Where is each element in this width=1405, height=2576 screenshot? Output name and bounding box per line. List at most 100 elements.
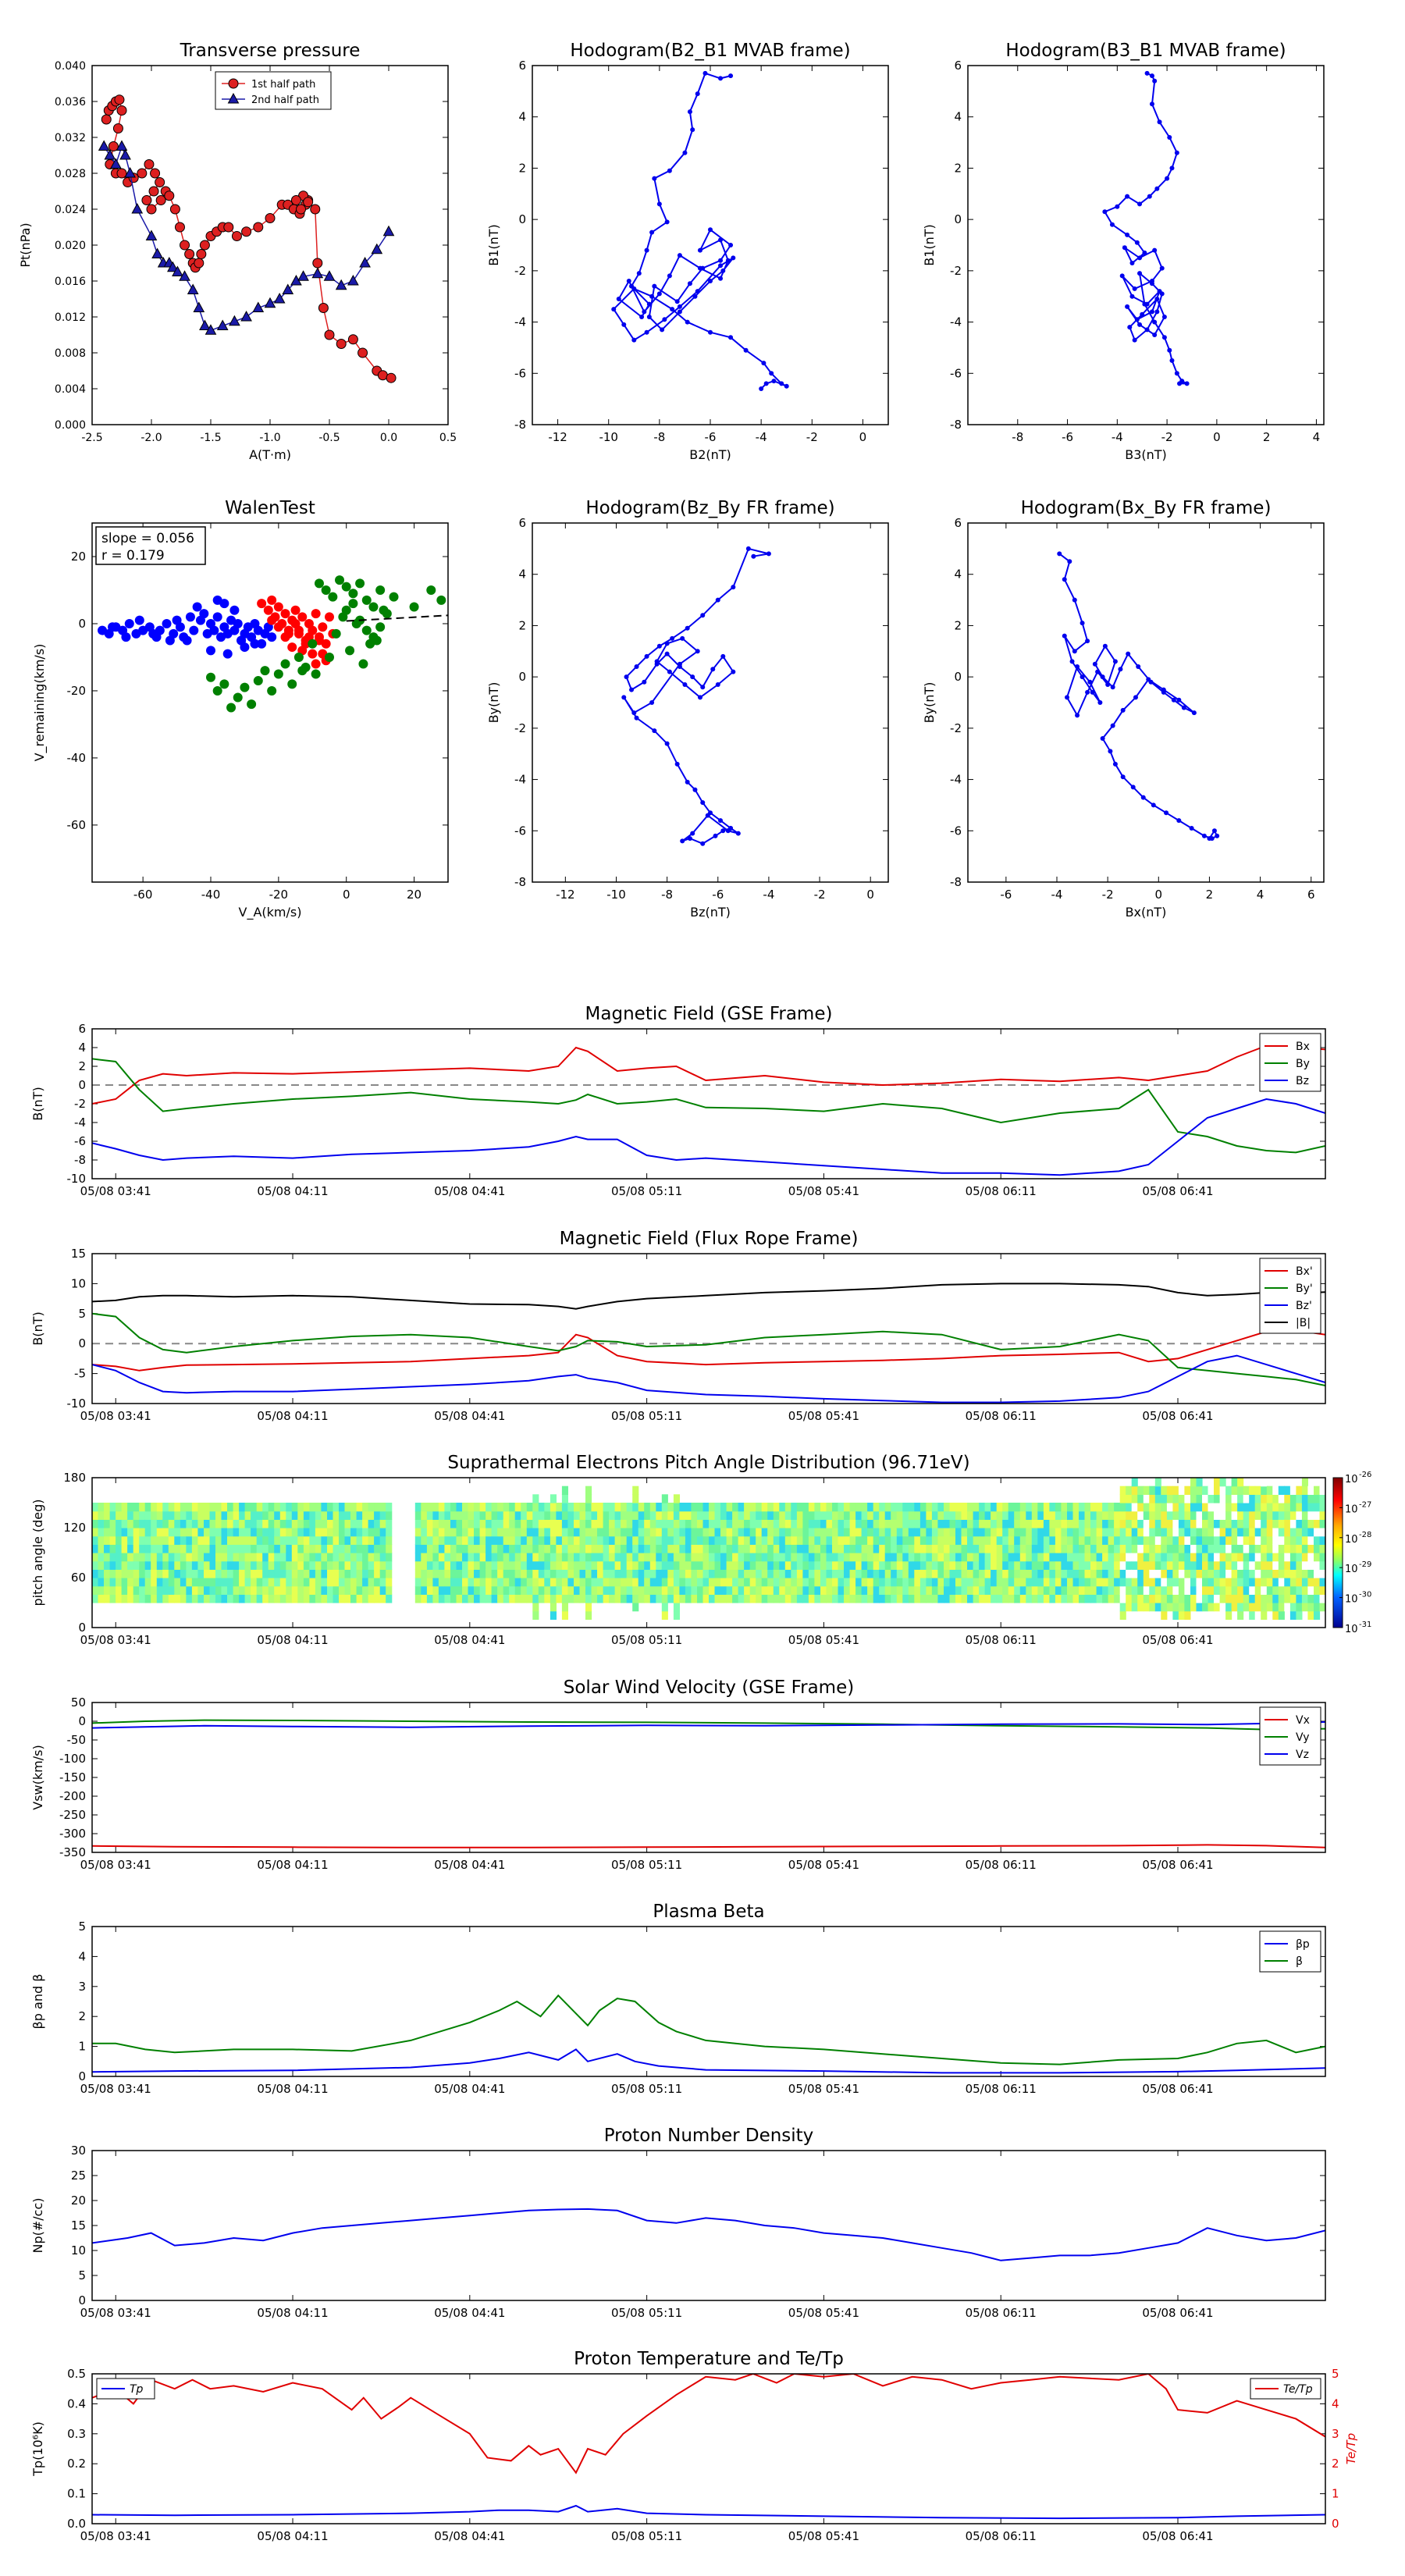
heatmap-cell: [174, 1519, 181, 1528]
heatmap-cell: [168, 1594, 175, 1603]
x-tick-label: 2: [1206, 888, 1214, 902]
y-tick-label: 0: [78, 617, 86, 631]
heatmap-cell: [749, 1594, 756, 1603]
heatmap-cell: [714, 1510, 721, 1520]
heatmap-cell: [1190, 1544, 1197, 1553]
heatmap-cell: [944, 1553, 951, 1562]
data-point: [725, 258, 731, 263]
data-point: [314, 578, 324, 589]
data-point: [223, 222, 234, 233]
heatmap-cell: [902, 1519, 909, 1528]
heatmap-cell: [603, 1553, 610, 1562]
heatmap-cell: [251, 1569, 258, 1578]
chart-pad: Suprathermal Electrons Pitch Angle Distr…: [30, 1453, 1371, 1647]
heatmap-cell: [450, 1578, 457, 1587]
heatmap-cell: [744, 1560, 751, 1570]
heatmap-cell: [1284, 1585, 1291, 1595]
heatmap-cell: [327, 1510, 334, 1520]
heatmap-cell: [291, 1510, 298, 1520]
heatmap-cell: [944, 1594, 951, 1603]
heatmap-cell: [1119, 1535, 1126, 1545]
heatmap-cell: [1055, 1569, 1062, 1578]
data-point: [626, 279, 631, 283]
heatmap-cell: [1284, 1519, 1291, 1528]
data-point: [180, 240, 190, 251]
heatmap-cell: [697, 1510, 704, 1520]
heatmap-cell: [350, 1578, 357, 1587]
plot-frame: [967, 522, 1325, 883]
heatmap-cell: [538, 1544, 545, 1553]
heatmap-cell: [444, 1503, 451, 1512]
heatmap-cell: [268, 1578, 275, 1587]
x-tick-label: 05/08 05:11: [611, 1184, 682, 1198]
x-tick-label: -6: [1062, 430, 1073, 444]
data-point: [634, 664, 639, 669]
heatmap-cell: [638, 1569, 645, 1578]
heatmap-cell: [1031, 1503, 1038, 1512]
heatmap-cell: [814, 1503, 821, 1512]
heatmap-cell: [191, 1578, 198, 1587]
heatmap-cell: [291, 1578, 298, 1587]
heatmap-cell: [550, 1578, 557, 1587]
heatmap-cell: [1225, 1494, 1232, 1503]
heatmap-cell: [486, 1544, 493, 1553]
y-right-tick-label: 0: [1332, 2517, 1339, 2531]
y-tick-label: -6: [74, 1134, 86, 1148]
heatmap-cell: [820, 1569, 827, 1578]
heatmap-cell: [116, 1544, 123, 1553]
heatmap-cell: [667, 1560, 674, 1570]
heatmap-cell: [1243, 1528, 1250, 1537]
heatmap-cell: [1237, 1569, 1244, 1578]
heatmap-cell: [1184, 1585, 1191, 1595]
heatmap-cell: [638, 1544, 645, 1553]
heatmap-cell: [814, 1510, 821, 1520]
heatmap-cell: [1031, 1519, 1038, 1528]
heatmap-cell: [168, 1528, 175, 1537]
heatmap-cell: [279, 1594, 286, 1603]
heatmap-cell: [1026, 1585, 1033, 1595]
heatmap-cell: [808, 1503, 815, 1512]
heatmap-cell: [567, 1519, 574, 1528]
heatmap-cell: [1178, 1544, 1185, 1553]
heatmap-cell: [931, 1569, 938, 1578]
heatmap-cell: [479, 1569, 486, 1578]
heatmap-cell: [133, 1569, 140, 1578]
heatmap-cell: [1131, 1478, 1138, 1487]
x-tick-label: -12: [548, 430, 567, 444]
heatmap-cell: [891, 1510, 898, 1520]
heatmap-cell: [1026, 1578, 1033, 1587]
heatmap-cell: [1084, 1510, 1091, 1520]
data-point: [664, 741, 670, 746]
heatmap-cell: [444, 1594, 451, 1603]
data-point: [656, 643, 662, 649]
heatmap-cell: [996, 1535, 1003, 1545]
chart-title: Solar Wind Velocity (GSE Frame): [564, 1678, 854, 1698]
heatmap-cell: [362, 1553, 369, 1562]
heatmap-cell: [251, 1578, 258, 1587]
heatmap-cell: [556, 1585, 563, 1595]
data-point: [1167, 347, 1172, 353]
heatmap-cell: [127, 1553, 134, 1562]
x-tick-label: 05/08 06:41: [1142, 1858, 1213, 1872]
heatmap-cell: [1161, 1485, 1168, 1495]
heatmap-cell: [949, 1594, 956, 1603]
heatmap-cell: [1314, 1528, 1321, 1537]
heatmap-cell: [521, 1544, 528, 1553]
heatmap-cell: [538, 1503, 545, 1512]
heatmap-cell: [379, 1528, 386, 1537]
x-tick-label: 05/08 05:41: [788, 2082, 859, 2096]
heatmap-cell: [561, 1510, 568, 1520]
heatmap-cell: [1190, 1560, 1197, 1570]
data-point: [1097, 700, 1103, 705]
heatmap-cell: [1090, 1510, 1097, 1520]
data-point: [252, 301, 265, 312]
heatmap-cell: [791, 1594, 798, 1603]
heatmap-cell: [1190, 1494, 1197, 1503]
heatmap-cell: [1143, 1594, 1150, 1603]
heatmap-cell: [873, 1510, 880, 1520]
heatmap-cell: [532, 1510, 539, 1520]
heatmap-cell: [550, 1494, 557, 1503]
heatmap-cell: [973, 1503, 980, 1512]
heatmap-cell: [1143, 1578, 1150, 1587]
heatmap-cell: [503, 1535, 510, 1545]
